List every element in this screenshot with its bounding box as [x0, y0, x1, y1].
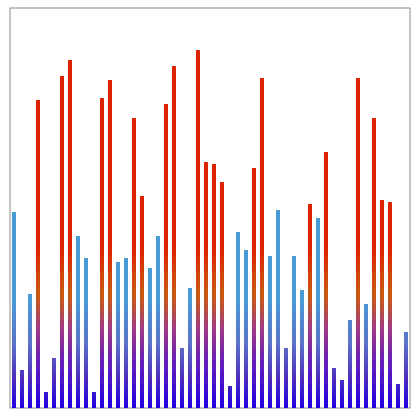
bar — [316, 218, 320, 408]
bar — [220, 182, 224, 408]
bar — [204, 162, 208, 408]
bar — [284, 348, 288, 408]
bar — [308, 204, 312, 408]
bar — [84, 258, 88, 408]
bar — [156, 236, 160, 408]
bar — [180, 348, 184, 408]
bar — [404, 332, 408, 408]
bar — [268, 256, 272, 408]
bar — [388, 202, 392, 408]
bar — [380, 200, 384, 408]
bar — [228, 386, 232, 408]
bar — [372, 118, 376, 408]
bar — [324, 152, 328, 408]
bar — [148, 268, 152, 408]
bar — [140, 196, 144, 408]
bar — [212, 164, 216, 408]
bar — [276, 210, 280, 408]
bar — [60, 76, 64, 408]
bar — [348, 320, 352, 408]
bar — [236, 232, 240, 408]
bar — [332, 368, 336, 408]
bar — [12, 212, 16, 408]
bar — [116, 262, 120, 408]
bar — [196, 50, 200, 408]
bar — [300, 290, 304, 408]
bar — [252, 168, 256, 408]
bar — [396, 384, 400, 408]
bar — [108, 80, 112, 408]
bar — [92, 392, 96, 408]
bar — [164, 104, 168, 408]
bar — [28, 294, 32, 408]
bar — [132, 118, 136, 408]
bar — [292, 256, 296, 408]
bar — [172, 66, 176, 408]
bar — [244, 250, 248, 408]
bar — [76, 236, 80, 408]
bar — [124, 258, 128, 408]
bar — [68, 60, 72, 408]
bar — [188, 288, 192, 408]
bar — [36, 100, 40, 408]
bar — [100, 98, 104, 408]
bar — [52, 358, 56, 408]
bar — [20, 370, 24, 408]
bar — [356, 78, 360, 408]
bar — [364, 304, 368, 408]
bar — [260, 78, 264, 408]
bar — [44, 392, 48, 408]
bar — [340, 380, 344, 408]
